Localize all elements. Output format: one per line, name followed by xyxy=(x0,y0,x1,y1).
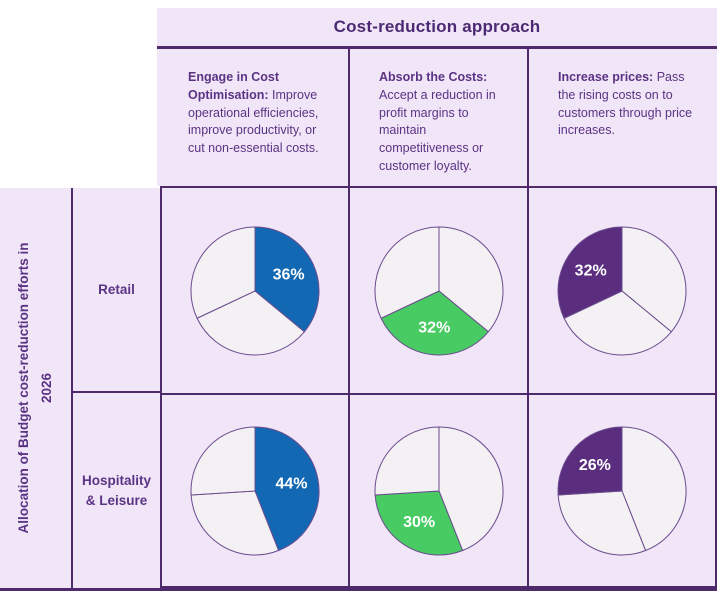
pie-slice-other xyxy=(557,490,647,555)
pie-slice-other xyxy=(190,226,256,319)
column-heading: Absorb the Costs: xyxy=(379,70,488,84)
column-header-increase-prices: Increase prices: Pass the rising costs o… xyxy=(527,49,717,186)
pie-slice-value-label: 36% xyxy=(273,266,305,283)
row-labels: Retail Hospitality & Leisure xyxy=(73,188,160,588)
pie-slice-value-label: 30% xyxy=(403,513,435,530)
pie-slice-other xyxy=(621,226,687,332)
pie-slice-other xyxy=(196,290,305,355)
pie-slice-other xyxy=(374,426,439,496)
pie-slice-other xyxy=(438,426,503,551)
pie-hospitality-absorb-costs: 30% xyxy=(348,393,527,586)
row-axis-label: Allocation of Budget cost-reduction effo… xyxy=(15,242,54,534)
pie-slice-value-label: 26% xyxy=(579,457,611,474)
pie-slice-highlighted xyxy=(254,426,320,551)
column-heading: Increase prices: xyxy=(558,70,654,84)
pie-slice-value-label: 32% xyxy=(575,262,607,279)
pie-retail-increase-prices: 32% xyxy=(527,188,715,393)
pie-slice-highlighted xyxy=(374,490,463,555)
pie-slice-other xyxy=(438,226,503,332)
page-title: Cost-reduction approach xyxy=(157,8,717,49)
pie-svg: 26% xyxy=(557,426,687,555)
pie-hospitality-cost-optimisation: 44% xyxy=(162,393,348,586)
pie-hospitality-increase-prices: 26% xyxy=(527,393,715,586)
pie-slice-other xyxy=(621,426,687,551)
column-header-cost-optimisation: Engage in Cost Optimisation: Improve ope… xyxy=(157,49,348,186)
pie-slice-other xyxy=(563,290,672,355)
cost-reduction-approach-header: Cost-reduction approach Engage in Cost O… xyxy=(157,8,717,186)
row-label-hospitality-leisure: Hospitality & Leisure xyxy=(81,472,151,508)
column-description: Accept a reduction in profit margins to … xyxy=(379,87,496,173)
pie-svg: 36% xyxy=(190,226,320,355)
pie-slice-highlighted xyxy=(557,226,623,319)
row-label-retail: Retail xyxy=(73,188,160,393)
pie-slice-value-label: 44% xyxy=(275,475,307,492)
pie-svg: 30% xyxy=(374,426,503,555)
pie-slice-highlighted xyxy=(254,226,320,332)
pie-slice-value-label: 32% xyxy=(418,319,450,336)
pie-slice-other xyxy=(190,426,256,496)
column-heading: Engage in Cost Optimisation: xyxy=(188,70,279,102)
column-description: Improve operational efficiencies, improv… xyxy=(188,87,319,155)
column-headers: Engage in Cost Optimisation: Improve ope… xyxy=(157,49,717,186)
column-description: Pass the rising costs on to customers th… xyxy=(558,70,693,138)
column-header-absorb-costs: Absorb the Costs: Accept a reduction in … xyxy=(348,49,527,186)
pie-svg: 32% xyxy=(374,226,503,355)
pie-slice-highlighted xyxy=(380,290,489,355)
pie-chart-grid: 36% 32% 32% 44% 30% 26% xyxy=(160,186,717,588)
row-axis-label-cell: Allocation of Budget cost-reduction effo… xyxy=(0,188,73,588)
pie-slice-other xyxy=(374,226,439,319)
pie-slice-other xyxy=(190,490,280,555)
pie-svg: 44% xyxy=(190,426,320,555)
pie-svg: 32% xyxy=(557,226,687,355)
pie-retail-absorb-costs: 32% xyxy=(348,188,527,393)
table-bottom-rule xyxy=(0,588,717,591)
pie-slice-highlighted xyxy=(557,426,623,496)
pie-retail-cost-optimisation: 36% xyxy=(162,188,348,393)
